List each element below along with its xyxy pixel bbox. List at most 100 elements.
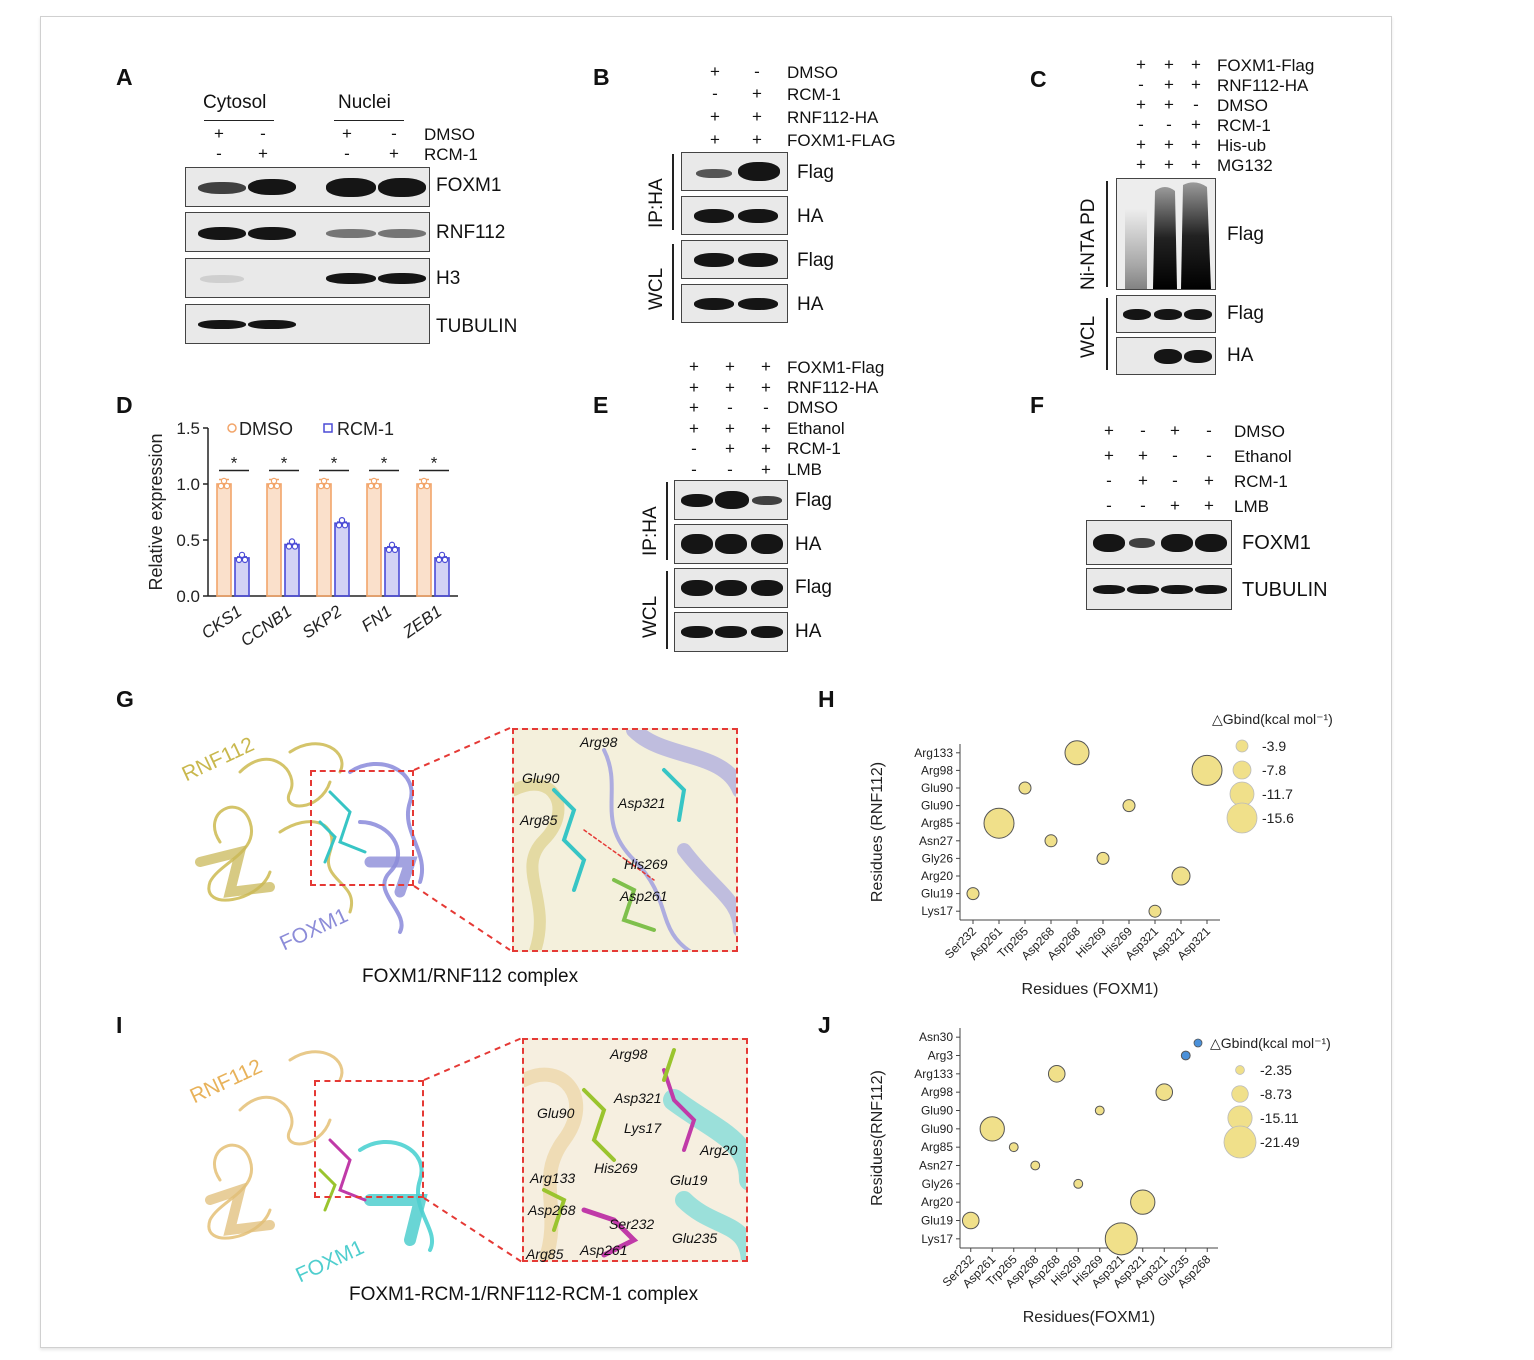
row-label: RNF112-HA [1217,76,1309,95]
sign: + [761,377,771,397]
data-point [417,482,425,490]
sign: - [1206,421,1212,440]
zoom-connector-i [423,1037,523,1263]
legend-label: DMSO [239,419,293,439]
row-label: RCM-1 [1217,116,1271,135]
band [1195,534,1227,552]
data-point [435,556,443,564]
sign: + [1164,95,1174,114]
bubble [1130,1189,1156,1215]
band [751,626,783,638]
band [696,169,732,178]
bracket [666,571,668,649]
row-label: DMSO [1234,422,1285,441]
row-label: FOXM1-FLAG [787,131,896,150]
blot-label: Flag [1227,303,1264,324]
sign: + [1204,496,1214,515]
row-label: RCM-1 [787,439,841,458]
residue-label: Arg20 [700,1142,738,1158]
sign: - [691,459,697,479]
data-point [223,482,231,490]
band [248,227,296,240]
band [738,298,778,310]
data-point [323,482,331,490]
legend-value: -8.73 [1260,1086,1292,1102]
blot-label: FOXM1 [436,175,502,196]
sign: + [1164,75,1174,94]
x-axis-label: Residues (FOXM1) [1022,981,1159,998]
blot-label: HA [797,294,824,315]
structure-foxm1-rcm1 [205,1050,434,1252]
sign: - [1172,446,1178,465]
blot-wcl-flag [681,240,788,279]
x-axis-label: Residues(FOXM1) [1023,1309,1155,1326]
bubble [1171,866,1191,886]
sign: + [1136,95,1146,114]
band [198,182,246,194]
bubble [961,1211,980,1230]
row-label: LMB [1234,497,1269,516]
data-point [220,477,228,485]
sign: - [391,124,397,143]
bar-dmso [316,483,332,597]
legend-label: RCM-1 [337,419,394,439]
side-label: IP:HA [646,178,667,228]
sign: - [727,398,733,417]
underline [334,120,404,121]
y-tick-label: Arg3 [928,1049,954,1063]
panel-letter-c: C [1030,66,1047,92]
sign: + [1191,75,1201,94]
bubble [1096,851,1110,865]
blot-e-wcl-ha [674,612,788,652]
blot-wcl-flag-c [1116,295,1216,333]
row-label: RCM-1 [1234,472,1288,491]
y-tick-label: Arg20 [921,1195,953,1209]
data-point [373,482,381,490]
bubble [1104,1222,1138,1256]
caption-i: FOXM1-RCM-1/RNF112-RCM-1 complex [349,1284,699,1305]
x-tick-label: FN1 [358,602,395,636]
band [738,253,778,267]
blot-label: HA [795,534,822,555]
y-tick-label: Arg133 [914,746,953,760]
significance-star: * [381,453,388,472]
band [198,320,246,329]
sign: + [1164,135,1174,154]
sign: + [1164,155,1174,174]
sign: + [752,107,762,126]
residue-label: Arg98 [580,734,618,750]
band [1184,309,1212,320]
residue-label: Glu90 [537,1105,575,1121]
bubble [1094,1105,1105,1116]
sign: + [1191,155,1201,174]
panel-letter-j: J [818,1012,831,1038]
blot-label: Flag [797,250,834,271]
data-point [441,556,449,564]
side-label: Ni-NTA PD [1078,198,1099,290]
y-tick-label: Lys17 [921,1232,953,1246]
caption-g: FOXM1/RNF112 complex [362,966,579,987]
sign: + [1164,55,1174,74]
sign: + [342,124,352,143]
band [1184,350,1212,363]
data-point [288,538,296,545]
blot-label: HA [1227,345,1254,366]
sign: + [1136,155,1146,174]
band [200,275,244,283]
bar-dmso [366,483,382,597]
sign: + [1104,446,1114,465]
residue-label: Lys17 [624,1120,662,1136]
blot-label: RNF112 [436,222,506,243]
band [738,162,780,181]
data-point [367,482,375,490]
y-tick-label: Arg85 [921,1140,953,1154]
row-label: FOXM1-Flag [1217,56,1315,75]
bubble [1122,799,1136,813]
legend-bubble [1223,1125,1257,1159]
panel-letter-g: G [116,686,134,712]
blot-wcl-ha-c [1116,337,1216,375]
significance-star: * [431,453,438,472]
bar-rcm-1 [284,543,300,597]
blot-ip-flag [681,152,788,191]
